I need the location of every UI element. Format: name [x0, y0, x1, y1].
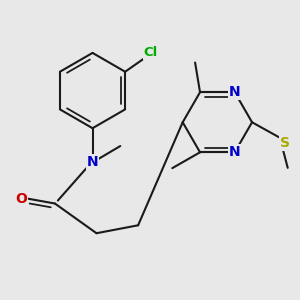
Text: N: N: [229, 85, 241, 99]
Text: S: S: [280, 136, 290, 150]
Text: N: N: [229, 145, 241, 159]
Text: N: N: [87, 155, 98, 169]
Text: O: O: [15, 191, 27, 206]
Text: Cl: Cl: [144, 46, 158, 59]
